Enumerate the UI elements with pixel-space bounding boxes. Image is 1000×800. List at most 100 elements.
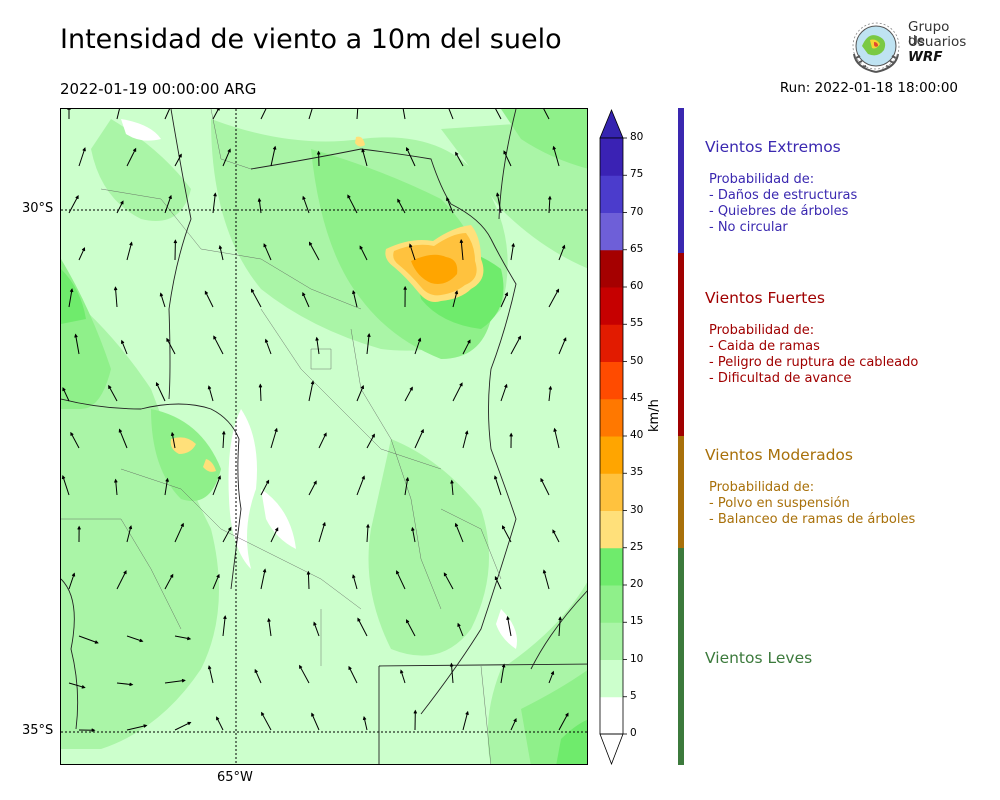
wind-vector	[75, 334, 80, 355]
wind-vector-head	[94, 640, 99, 644]
wind-vector-head	[548, 385, 553, 390]
category-line: - Caida de ramas	[709, 339, 820, 354]
graticule	[61, 109, 587, 764]
wind-vector-head	[166, 337, 170, 342]
wind-vector-head	[120, 200, 124, 205]
wind-vector-head	[552, 145, 556, 150]
colorbar-segment	[600, 138, 623, 176]
category-bar-leves	[678, 548, 684, 765]
wind-vector	[260, 569, 266, 590]
wind-vector-head	[352, 574, 356, 579]
wind-vector	[270, 146, 276, 167]
wind-vector	[307, 571, 310, 590]
colorbar-tick-label: 60	[630, 280, 644, 292]
wind-vector-head	[561, 244, 566, 249]
wind-vector-head	[218, 245, 223, 250]
wind-vector-head	[405, 146, 410, 151]
wind-vector	[510, 243, 515, 261]
colorbar-segment	[600, 249, 623, 288]
colorbar-segment	[600, 175, 623, 213]
wind-vector-head	[464, 430, 469, 435]
colorbar-segment	[600, 361, 623, 400]
wind-vector-head	[113, 286, 118, 291]
wind-vector-head	[413, 709, 418, 714]
wind-vector-head	[403, 285, 407, 290]
wrf-logo: Grupo de Usuarios WRF	[848, 18, 970, 74]
wind-vector-head	[347, 194, 351, 199]
wind-vector	[356, 476, 365, 496]
colorbar-tick-label: 50	[630, 354, 644, 367]
wind-vector	[357, 618, 368, 637]
wind-vector	[166, 338, 176, 355]
wind-vector-head	[493, 475, 498, 480]
wind-vector-head	[405, 476, 410, 482]
wind-vector	[500, 384, 508, 402]
wind-vector	[356, 385, 364, 402]
wind-vector	[261, 712, 272, 731]
wind-vector-head	[371, 433, 375, 438]
colorbar-segment	[600, 510, 623, 549]
wind-vector	[222, 149, 231, 167]
wind-vector-head	[213, 335, 217, 340]
wind-vector-head	[267, 617, 271, 622]
colorbar-tick-label: 35	[630, 466, 644, 479]
wind-vector-head	[187, 636, 192, 641]
wind-vector-head	[504, 292, 508, 297]
wind-vector-head	[272, 145, 277, 150]
wind-vector	[443, 572, 454, 590]
wind-vector-head	[181, 678, 186, 683]
wind-vector-head	[67, 109, 71, 110]
political-boundaries	[61, 109, 587, 764]
wind-vector-head	[417, 337, 422, 342]
category-fuertes: Vientos Fuertes Probabilidad de: - Caida…	[705, 289, 918, 387]
category-line: Probabilidad de:	[709, 480, 815, 495]
wind-vector	[164, 478, 169, 496]
wind-vector-head	[82, 147, 86, 152]
wind-vector	[108, 385, 118, 402]
wind-vector	[164, 574, 174, 590]
wind-vector	[174, 523, 184, 543]
wind-vector	[452, 291, 458, 308]
wind-vector-head	[216, 716, 220, 721]
wind-vector-head	[504, 383, 508, 388]
wind-vector-head	[400, 669, 404, 674]
wind-vector-head	[81, 685, 86, 689]
wind-vector	[558, 337, 567, 355]
wind-vector	[402, 109, 406, 120]
wind-vector	[404, 477, 409, 496]
wind-vector-head	[467, 339, 471, 344]
wind-vector-head	[168, 194, 172, 200]
colorbar-segment	[600, 324, 623, 362]
wind-vector	[452, 383, 463, 402]
wind-vector	[361, 149, 368, 167]
wind-vector-head	[359, 245, 363, 250]
wind-vector	[222, 527, 232, 543]
wind-vector	[558, 617, 561, 637]
colorbar-tick-label: 5	[630, 689, 637, 702]
wind-vector	[543, 570, 550, 590]
run-time: Run: 2022-01-18 18:00:00	[779, 80, 958, 96]
wind-vector	[548, 289, 559, 308]
wind-vector	[68, 573, 75, 590]
valid-time: 2022-01-19 00:00:00 ARG	[60, 80, 257, 98]
category-title: Vientos Moderados	[705, 446, 853, 464]
wind-vector	[164, 109, 171, 120]
wind-vector-head	[143, 724, 148, 728]
colorbar-extend-max	[599, 108, 624, 139]
wind-vector	[204, 291, 214, 308]
wind-vector-head	[250, 288, 255, 293]
wind-vector-head	[71, 572, 76, 577]
wind-vector-head	[74, 333, 78, 338]
wind-vector-head	[550, 670, 555, 675]
wind-vector-head	[264, 338, 269, 343]
wind-vector-head	[132, 147, 137, 152]
wind-vector-head	[302, 195, 306, 200]
wrf-globe-laurel-logo	[852, 22, 900, 73]
wind-vector	[396, 570, 406, 590]
colorbar-tick-label: 45	[630, 391, 644, 404]
wind-vector	[263, 243, 272, 261]
wind-vector-head	[75, 195, 79, 200]
wind-vector-head	[159, 292, 164, 297]
wind-vector-head	[313, 480, 317, 485]
wind-vector-head	[555, 288, 560, 293]
